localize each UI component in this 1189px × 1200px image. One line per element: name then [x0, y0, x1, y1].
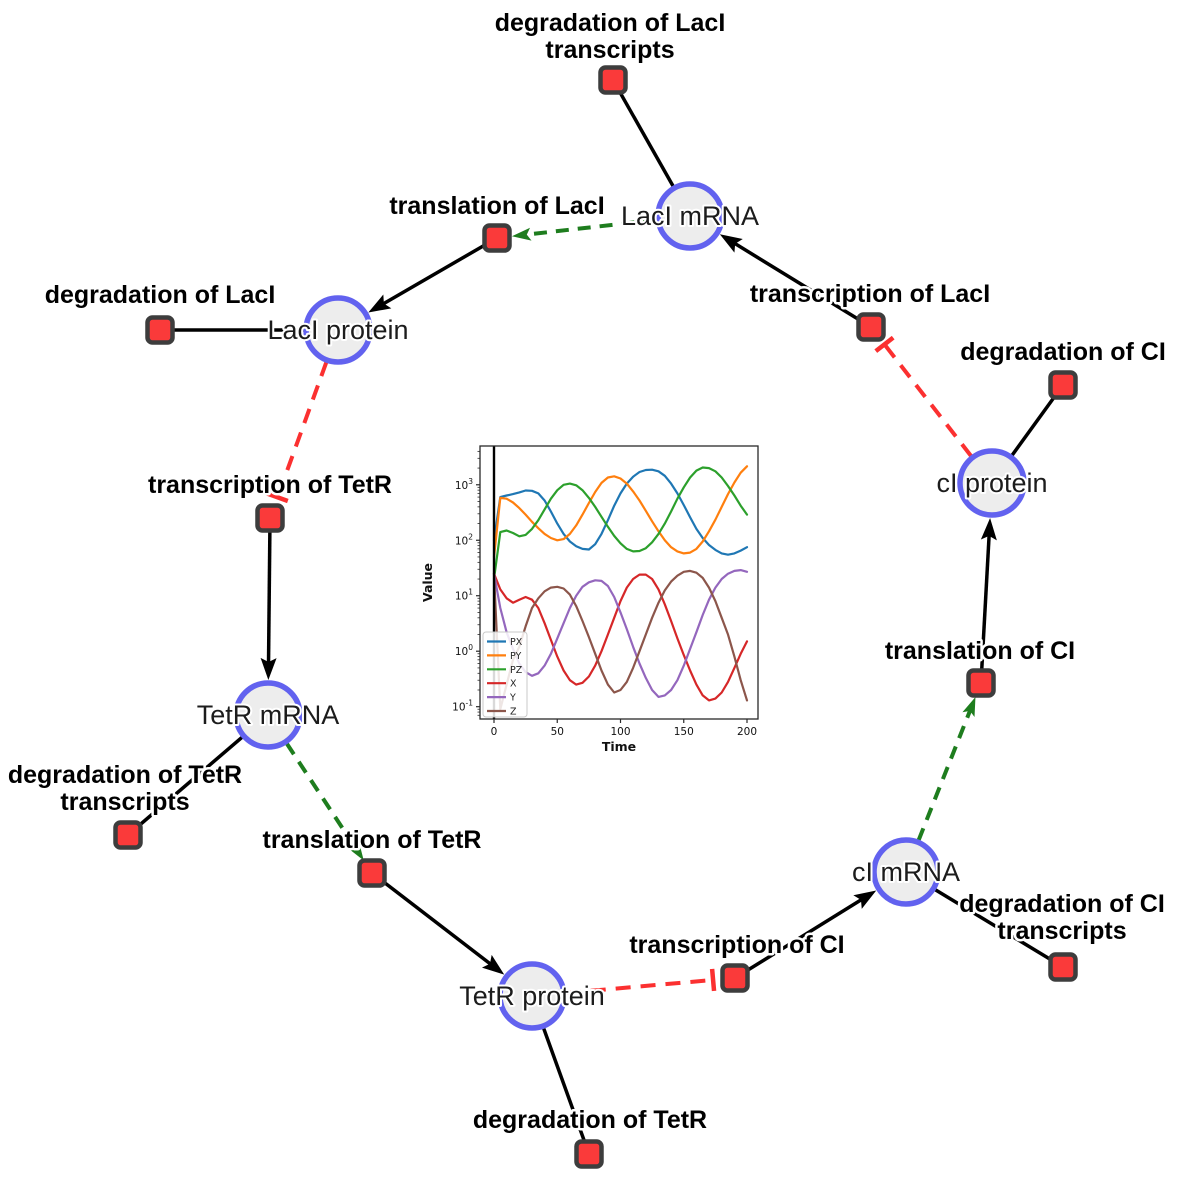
reaction-label-transcr_ci: transcription of CI [629, 931, 844, 959]
y-tick-label: 100 [455, 643, 473, 658]
series-line-PZ [492, 466, 749, 581]
legend-entry-PY: PY [510, 651, 522, 662]
series-line-PY [492, 465, 749, 559]
series-line-PX [492, 468, 749, 556]
reaction-label-deg_ci: degradation of CI [960, 338, 1166, 366]
edge-transl_laci-laci_protein-arrowhead-icon [368, 294, 392, 313]
reaction-label-deg_tetr_tr: transcripts [60, 788, 189, 816]
legend-box [482, 631, 528, 718]
series-line-X [492, 572, 749, 702]
y-tick-label: 101 [455, 588, 473, 603]
reaction-node-deg_tetr [574, 1139, 604, 1169]
reaction-node-deg_laci [145, 315, 175, 345]
edge-transcr_tetr-tetr_mrna-arrowhead-icon [260, 657, 277, 681]
reaction-label-deg_tetr_tr: degradation of TetR [8, 761, 242, 789]
edge-transl_ci-ci_protein [979, 533, 991, 684]
edge-laci_protein-transcr_tetr-tbar-icon [266, 491, 289, 504]
edge-ci_protein-transcr_laci [882, 343, 973, 458]
reaction-node-deg_ci [1048, 370, 1078, 400]
species-node-laci_protein [303, 295, 373, 365]
edge-transl_laci-laci_protein [381, 236, 498, 306]
x-tick-label: 200 [737, 726, 757, 738]
y-axis-label: Value [420, 563, 435, 602]
species-node-tetr_protein [497, 961, 567, 1031]
reaction-node-transl_ci [966, 668, 996, 698]
reaction-label-transl_ci: translation of CI [885, 637, 1075, 665]
timecourse-inset-chart: 0 50 100 150 20010-1100101102103TimeValuePXP… [420, 445, 759, 754]
reaction-label-deg_ci_tr: transcripts [997, 917, 1126, 945]
reaction-label-transl_tetr: translation of TetR [263, 826, 482, 854]
legend-entry-PZ: PZ [510, 665, 523, 676]
edge-transl_ci-ci_protein-arrowhead-icon [980, 517, 997, 541]
edge-transcr_laci-laci_mrna-arrowhead-icon [719, 234, 743, 253]
series-line-Y [492, 568, 749, 699]
y-tick-label: 10-1 [452, 699, 473, 714]
species-label-ci_protein: cI protein [936, 468, 1047, 498]
species-node-ci_protein [957, 448, 1027, 518]
x-tick-label: 50 [551, 726, 564, 738]
legend-entry-Y: Y [509, 693, 516, 704]
edge-tetr_mrna-transl_tetr-arrowhead-icon [347, 841, 364, 861]
x-tick-label: 100 [610, 726, 630, 738]
reaction-node-transcr_ci [720, 963, 750, 993]
y-tick-label: 103 [455, 477, 473, 492]
edge-tetr_protein-transcr_ci-tbar-icon [709, 968, 717, 992]
species-label-laci_protein: LacI protein [267, 315, 408, 345]
chart-legend: PX PY PZ XYZ [482, 631, 528, 718]
x-tick-label: 150 [674, 726, 694, 738]
reaction-node-transcr_tetr [255, 503, 285, 533]
edge-transcr_tetr-tetr_mrna [266, 517, 272, 665]
reaction-node-transl_tetr [357, 858, 387, 888]
edge-ci_mrna-transl_ci [916, 708, 973, 842]
legend-entry-PX: PX [510, 637, 523, 648]
reaction-label-transl_laci: translation of LacI [389, 192, 604, 220]
species-node-tetr_mrna [233, 680, 303, 750]
edge-ci_protein-transcr_laci-tbar-icon [874, 335, 895, 353]
species-node-ci_mrna [871, 837, 941, 907]
legend-entry-Z: Z [510, 707, 517, 718]
edge-laci_mrna-transl_laci [524, 217, 657, 237]
reaction-label-transcr_tetr: transcription of TetR [148, 471, 392, 499]
edge-transcr_ci-ci_mrna-arrowhead-icon [853, 890, 877, 909]
edge-transcr_laci-laci_mrna [732, 241, 872, 329]
nodes-layer [113, 65, 1078, 1169]
axes-frame [479, 445, 759, 720]
species-node-laci_mrna [655, 181, 725, 251]
series-line-Z [492, 569, 749, 711]
edge-ci_mrna-transl_ci-arrowhead-icon [962, 696, 976, 718]
species-label-tetr_mrna: TetR mRNA [197, 700, 340, 730]
reaction-label-deg_laci: degradation of LacI [45, 281, 276, 309]
reaction-node-deg_ci_tr [1048, 952, 1078, 982]
reaction-label-deg_tetr: degradation of TetR [473, 1106, 707, 1134]
reaction-label-deg_ci_tr: degradation of CI [959, 890, 1165, 918]
labels-layer: LacI mRNA LacI protein TetR mRNA TetR prote… [5, 7, 1168, 1137]
species-label-ci_mrna: cI mRNA [852, 857, 960, 887]
y-tick-label: 102 [455, 532, 473, 547]
species-label-tetr_protein: TetR protein [459, 981, 605, 1011]
legend-entry-X: X [510, 679, 517, 690]
edge-transl_tetr-tetr_protein [370, 871, 493, 967]
reaction-label-deg_laci_tr: transcripts [545, 36, 674, 64]
reaction-node-deg_laci_tr [598, 65, 628, 95]
reaction-node-transl_laci [482, 223, 512, 253]
x-tick-label: 0 [491, 726, 498, 738]
edge-transcr_ci-ci_mrna [734, 897, 864, 980]
reaction-label-deg_laci_tr: degradation of LacI [495, 9, 726, 37]
reaction-node-deg_tetr_tr [113, 820, 143, 850]
edge-transl_tetr-tetr_protein-arrowhead-icon [481, 954, 505, 975]
reaction-label-transcr_laci: transcription of LacI [750, 280, 990, 308]
reaction-node-transcr_laci [856, 312, 886, 342]
species-label-laci_mrna: LacI mRNA [621, 201, 759, 231]
x-axis-label: Time [602, 739, 636, 754]
edge-laci_mrna-transl_laci-arrowhead-icon [511, 227, 532, 241]
